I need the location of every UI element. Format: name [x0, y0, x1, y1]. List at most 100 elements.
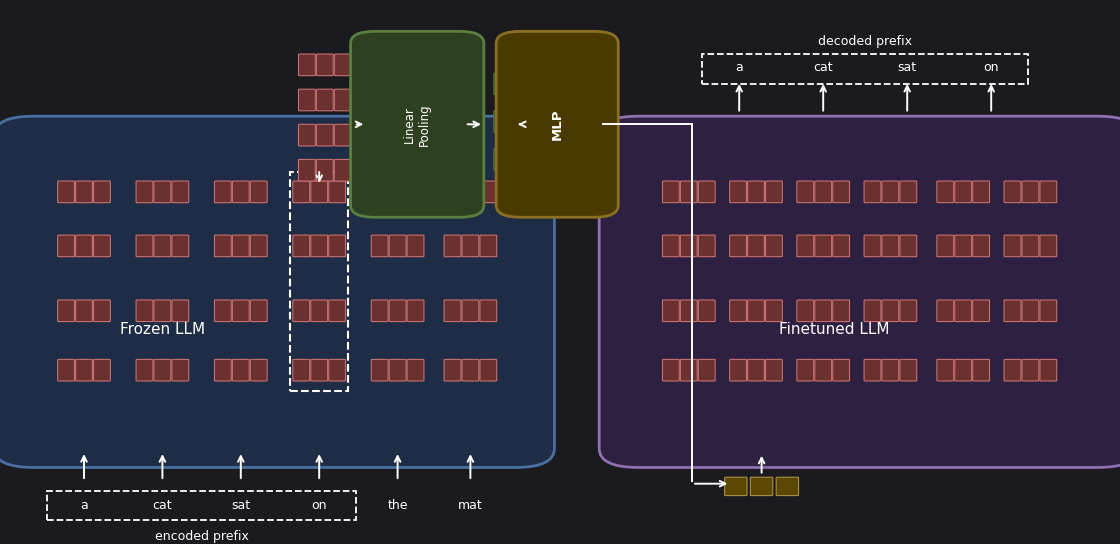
Bar: [290, 172, 348, 391]
FancyBboxPatch shape: [172, 181, 188, 203]
Text: Finetuned LLM: Finetuned LLM: [780, 322, 889, 337]
FancyBboxPatch shape: [699, 235, 716, 257]
FancyBboxPatch shape: [900, 235, 917, 257]
FancyBboxPatch shape: [954, 300, 971, 322]
FancyBboxPatch shape: [699, 360, 716, 381]
FancyBboxPatch shape: [1023, 181, 1039, 203]
FancyBboxPatch shape: [298, 89, 316, 111]
FancyBboxPatch shape: [58, 181, 74, 203]
FancyBboxPatch shape: [444, 300, 461, 322]
FancyBboxPatch shape: [153, 181, 171, 203]
FancyBboxPatch shape: [444, 360, 461, 381]
FancyBboxPatch shape: [494, 73, 514, 95]
FancyBboxPatch shape: [479, 181, 497, 203]
FancyBboxPatch shape: [972, 181, 990, 203]
FancyBboxPatch shape: [725, 477, 747, 496]
FancyBboxPatch shape: [292, 235, 309, 257]
Text: cat: cat: [813, 61, 833, 74]
Bar: [702, 54, 1028, 84]
FancyBboxPatch shape: [1004, 235, 1021, 257]
FancyBboxPatch shape: [136, 360, 152, 381]
FancyBboxPatch shape: [699, 181, 716, 203]
FancyBboxPatch shape: [748, 235, 765, 257]
FancyBboxPatch shape: [58, 235, 74, 257]
FancyBboxPatch shape: [407, 181, 423, 203]
FancyBboxPatch shape: [865, 181, 881, 203]
FancyBboxPatch shape: [865, 300, 881, 322]
Text: MLP: MLP: [551, 109, 563, 140]
FancyBboxPatch shape: [334, 159, 352, 181]
FancyBboxPatch shape: [334, 124, 352, 146]
FancyBboxPatch shape: [1004, 181, 1021, 203]
FancyBboxPatch shape: [250, 235, 267, 257]
FancyBboxPatch shape: [153, 235, 171, 257]
FancyBboxPatch shape: [936, 360, 954, 381]
Text: Linear
Pooling: Linear Pooling: [403, 103, 431, 146]
FancyBboxPatch shape: [730, 235, 747, 257]
FancyBboxPatch shape: [766, 181, 783, 203]
FancyBboxPatch shape: [479, 360, 497, 381]
FancyBboxPatch shape: [663, 181, 679, 203]
FancyBboxPatch shape: [298, 159, 316, 181]
FancyBboxPatch shape: [748, 181, 765, 203]
FancyBboxPatch shape: [766, 360, 783, 381]
FancyBboxPatch shape: [972, 300, 990, 322]
FancyBboxPatch shape: [172, 235, 188, 257]
FancyBboxPatch shape: [136, 300, 152, 322]
FancyBboxPatch shape: [833, 360, 850, 381]
FancyBboxPatch shape: [815, 235, 831, 257]
FancyBboxPatch shape: [233, 181, 250, 203]
Text: cat: cat: [152, 499, 172, 512]
FancyBboxPatch shape: [292, 181, 309, 203]
Text: mat: mat: [458, 499, 483, 512]
FancyBboxPatch shape: [972, 235, 990, 257]
FancyBboxPatch shape: [883, 360, 898, 381]
FancyBboxPatch shape: [310, 300, 327, 322]
FancyBboxPatch shape: [750, 477, 773, 496]
FancyBboxPatch shape: [797, 300, 813, 322]
FancyBboxPatch shape: [215, 360, 232, 381]
FancyBboxPatch shape: [76, 360, 92, 381]
FancyBboxPatch shape: [310, 235, 327, 257]
FancyBboxPatch shape: [76, 235, 92, 257]
FancyBboxPatch shape: [93, 300, 110, 322]
FancyBboxPatch shape: [1039, 235, 1057, 257]
FancyBboxPatch shape: [776, 477, 799, 496]
FancyBboxPatch shape: [233, 235, 250, 257]
FancyBboxPatch shape: [351, 32, 484, 217]
FancyBboxPatch shape: [316, 54, 334, 76]
FancyBboxPatch shape: [371, 181, 388, 203]
FancyBboxPatch shape: [172, 300, 188, 322]
FancyBboxPatch shape: [833, 300, 850, 322]
FancyBboxPatch shape: [865, 235, 881, 257]
FancyBboxPatch shape: [93, 235, 110, 257]
FancyBboxPatch shape: [663, 300, 679, 322]
FancyBboxPatch shape: [936, 235, 954, 257]
FancyBboxPatch shape: [215, 235, 232, 257]
FancyBboxPatch shape: [461, 360, 479, 381]
FancyBboxPatch shape: [1039, 300, 1057, 322]
FancyBboxPatch shape: [797, 235, 813, 257]
Text: on: on: [311, 499, 327, 512]
FancyBboxPatch shape: [334, 54, 352, 76]
FancyBboxPatch shape: [316, 159, 334, 181]
FancyBboxPatch shape: [900, 360, 917, 381]
FancyBboxPatch shape: [1023, 235, 1039, 257]
FancyBboxPatch shape: [153, 360, 171, 381]
FancyBboxPatch shape: [250, 360, 267, 381]
FancyBboxPatch shape: [371, 300, 388, 322]
Text: on: on: [983, 61, 999, 74]
FancyBboxPatch shape: [748, 300, 765, 322]
FancyBboxPatch shape: [371, 235, 388, 257]
FancyBboxPatch shape: [797, 360, 813, 381]
FancyBboxPatch shape: [407, 300, 423, 322]
FancyBboxPatch shape: [681, 300, 697, 322]
FancyBboxPatch shape: [153, 300, 171, 322]
FancyBboxPatch shape: [390, 360, 405, 381]
FancyBboxPatch shape: [730, 360, 747, 381]
FancyBboxPatch shape: [681, 235, 697, 257]
FancyBboxPatch shape: [58, 300, 74, 322]
FancyBboxPatch shape: [390, 181, 405, 203]
FancyBboxPatch shape: [390, 235, 405, 257]
FancyBboxPatch shape: [172, 360, 188, 381]
